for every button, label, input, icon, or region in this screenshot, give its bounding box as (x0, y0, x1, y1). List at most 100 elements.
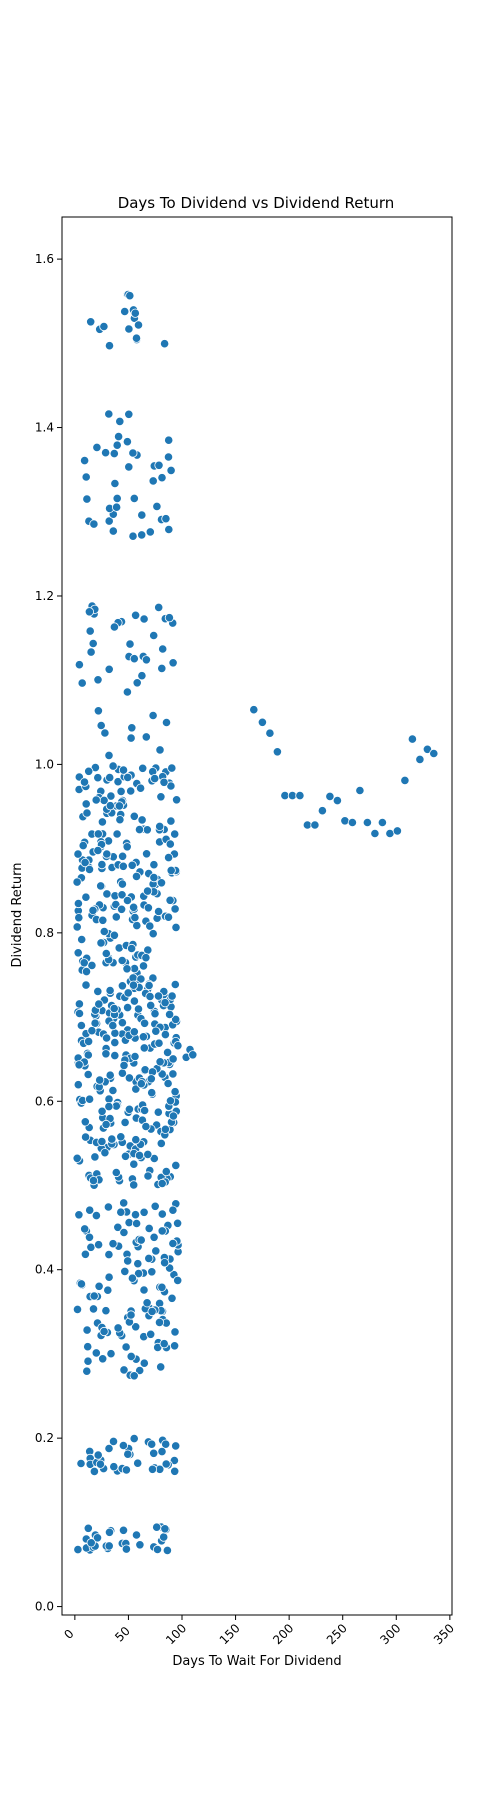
data-point (126, 786, 136, 796)
data-point (136, 783, 146, 793)
data-point (127, 723, 137, 733)
data-point (93, 829, 103, 839)
data-point (131, 871, 142, 882)
data-point (83, 1050, 93, 1060)
data-point (165, 839, 175, 849)
data-point (108, 1020, 118, 1031)
data-point (115, 815, 125, 825)
data-point (157, 1209, 167, 1219)
data-point (110, 1038, 120, 1048)
data-point (173, 1041, 183, 1051)
data-point (141, 953, 151, 963)
data-point (188, 1050, 198, 1060)
data-point (249, 705, 259, 715)
data-point (92, 1533, 103, 1543)
data-point (168, 1069, 178, 1079)
data-point (119, 1060, 129, 1071)
data-point (101, 1306, 111, 1316)
x-tick-label: 300 (377, 1621, 403, 1647)
data-point (105, 772, 115, 783)
data-point (149, 860, 159, 870)
data-point (118, 851, 128, 861)
data-point (108, 526, 118, 536)
data-point (132, 678, 142, 688)
data-point (80, 857, 90, 868)
data-point (101, 948, 111, 959)
data-point (150, 1009, 160, 1019)
data-point (105, 1070, 115, 1080)
data-point (100, 728, 110, 738)
y-tick-label: 1.2 (35, 589, 54, 603)
data-point (97, 1136, 107, 1147)
data-point (142, 849, 152, 859)
data-point (157, 1178, 167, 1189)
data-point (93, 773, 103, 783)
data-point (128, 980, 139, 990)
data-point (104, 1443, 114, 1454)
data-point (104, 341, 115, 351)
data-point (118, 1440, 129, 1451)
data-point (169, 1455, 179, 1466)
data-point (129, 1159, 139, 1169)
data-point (140, 1018, 150, 1028)
data-point (97, 859, 107, 870)
data-point (88, 638, 98, 649)
data-point (119, 1198, 129, 1208)
x-axis-label: Days To Wait For Dividend (172, 1654, 341, 1669)
y-tick-label: 1.4 (35, 421, 54, 435)
data-point (80, 1117, 90, 1127)
data-point (160, 1258, 170, 1268)
data-point (164, 524, 174, 535)
data-point (147, 1306, 157, 1317)
data-point (134, 824, 145, 835)
data-point (139, 1358, 149, 1368)
data-point (157, 1226, 167, 1236)
data-point (173, 1218, 183, 1228)
data-point (129, 902, 139, 912)
data-point (77, 678, 87, 688)
data-point (170, 1341, 180, 1351)
x-tick-label: 150 (217, 1621, 243, 1647)
data-point (128, 531, 138, 541)
data-point (164, 852, 174, 863)
data-point (98, 915, 108, 925)
data-point (170, 1087, 180, 1097)
data-point (101, 1049, 111, 1059)
data-point (139, 614, 149, 624)
data-point (131, 1084, 141, 1094)
data-point (98, 1354, 108, 1364)
data-point (154, 602, 164, 613)
data-point (72, 1304, 83, 1315)
data-point (124, 1218, 134, 1228)
data-point (83, 1356, 93, 1366)
data-point (111, 912, 121, 922)
data-point (109, 930, 120, 940)
data-point (116, 1132, 126, 1142)
data-point (128, 448, 138, 458)
data-point (99, 926, 109, 937)
data-point (110, 1051, 120, 1061)
x-tick-label: 350 (431, 1621, 457, 1647)
data-point (123, 988, 133, 998)
data-point (113, 1222, 123, 1232)
data-point (157, 473, 167, 483)
data-point (102, 1033, 112, 1043)
data-point (96, 881, 106, 891)
data-point (355, 785, 365, 796)
data-point (74, 913, 84, 923)
data-point (147, 1464, 158, 1474)
data-point (113, 777, 123, 787)
data-point (85, 626, 95, 636)
data-point (130, 1210, 141, 1220)
data-point (127, 943, 137, 954)
data-point (81, 799, 91, 809)
data-point (97, 1106, 107, 1116)
data-point (84, 1036, 94, 1047)
data-point (141, 732, 151, 742)
data-point (134, 1269, 144, 1279)
data-point (125, 639, 135, 649)
y-axis-label: Dividend Return (10, 863, 25, 968)
data-point (123, 772, 133, 783)
data-point (160, 339, 170, 349)
data-point (73, 898, 84, 909)
